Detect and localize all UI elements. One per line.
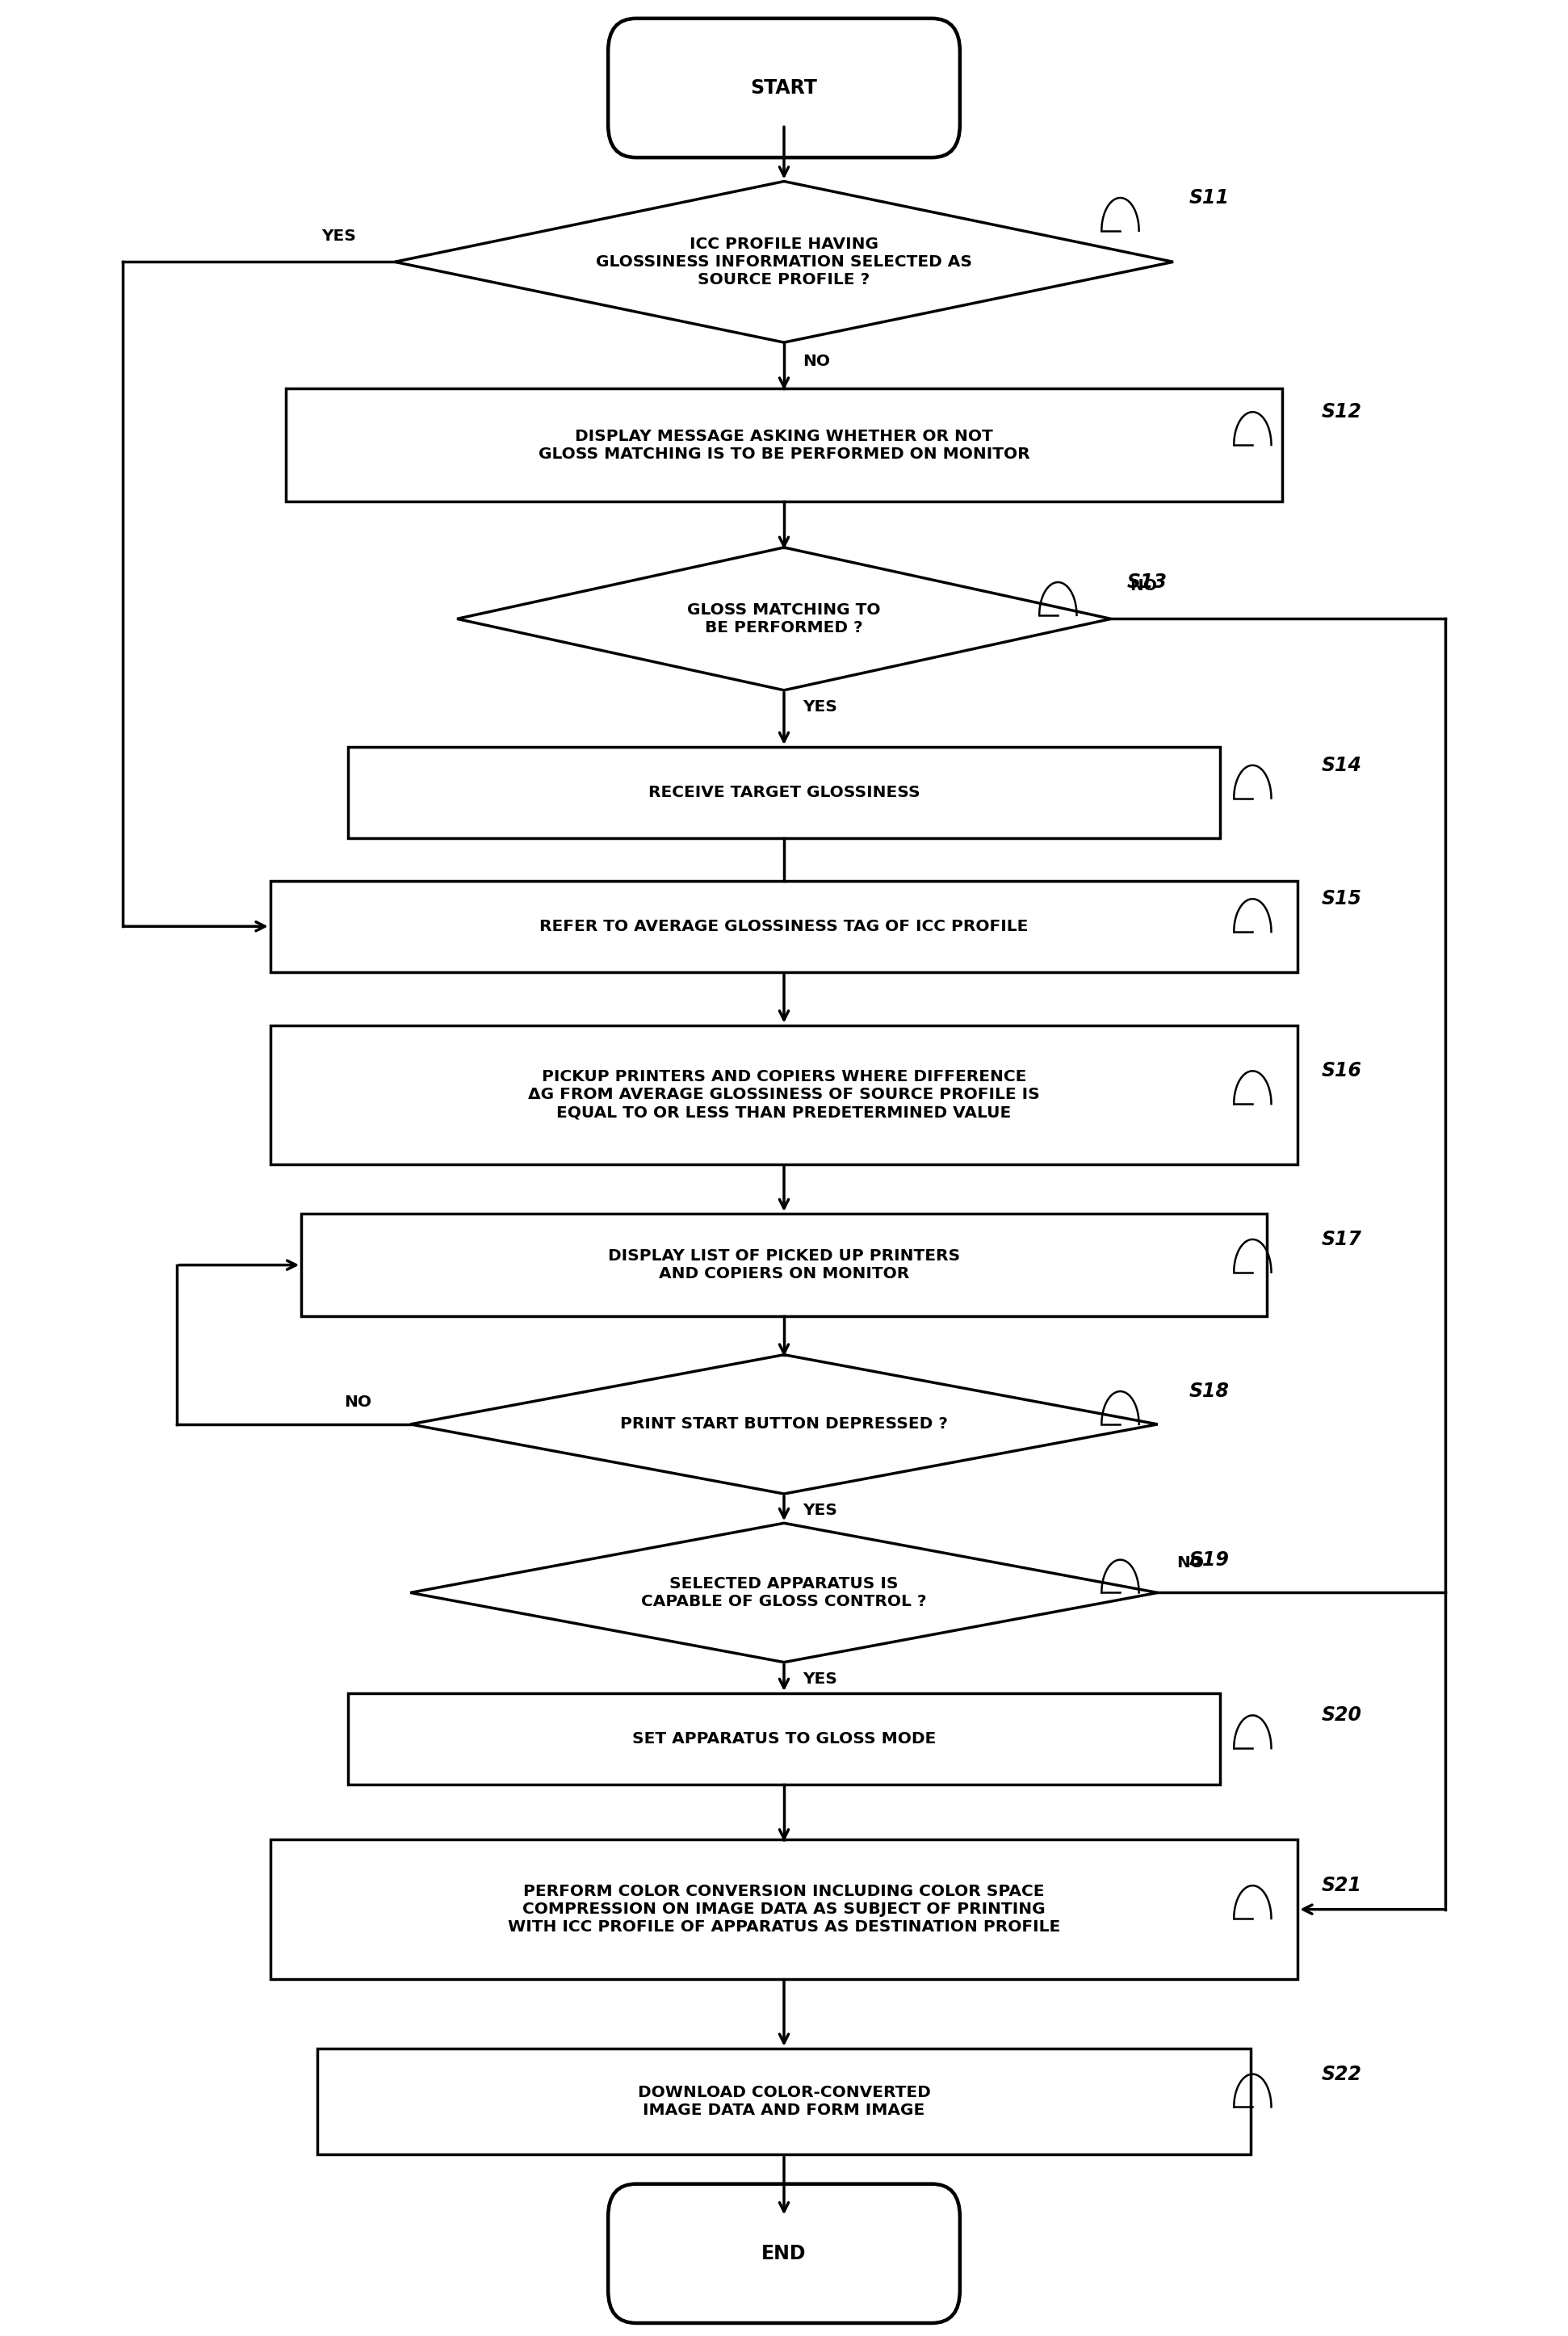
- Polygon shape: [411, 1523, 1157, 1663]
- Text: NO: NO: [1176, 1556, 1204, 1570]
- Text: S11: S11: [1189, 189, 1229, 208]
- Text: START: START: [751, 79, 817, 98]
- Text: YES: YES: [803, 1670, 837, 1687]
- Text: NO: NO: [1129, 577, 1157, 593]
- Text: S21: S21: [1322, 1876, 1361, 1894]
- Text: S22: S22: [1322, 2065, 1361, 2084]
- Text: PRINT START BUTTON DEPRESSED ?: PRINT START BUTTON DEPRESSED ?: [621, 1416, 947, 1432]
- Text: ICC PROFILE HAVING
GLOSSINESS INFORMATION SELECTED AS
SOURCE PROFILE ?: ICC PROFILE HAVING GLOSSINESS INFORMATIO…: [596, 236, 972, 287]
- Bar: [285, 388, 1283, 502]
- Text: S12: S12: [1322, 402, 1361, 423]
- Text: NO: NO: [803, 353, 829, 369]
- Text: S14: S14: [1322, 755, 1361, 776]
- Text: YES: YES: [803, 1502, 837, 1518]
- Text: YES: YES: [803, 698, 837, 715]
- Text: S20: S20: [1322, 1705, 1361, 1724]
- Text: S13: S13: [1126, 572, 1167, 591]
- Text: GLOSS MATCHING TO
BE PERFORMED ?: GLOSS MATCHING TO BE PERFORMED ?: [687, 603, 881, 635]
- Text: S15: S15: [1322, 890, 1361, 909]
- FancyBboxPatch shape: [608, 2184, 960, 2322]
- Text: DISPLAY MESSAGE ASKING WHETHER OR NOT
GLOSS MATCHING IS TO BE PERFORMED ON MONIT: DISPLAY MESSAGE ASKING WHETHER OR NOT GL…: [538, 427, 1030, 463]
- Text: PICKUP PRINTERS AND COPIERS WHERE DIFFERENCE
ΔG FROM AVERAGE GLOSSINESS OF SOURC: PICKUP PRINTERS AND COPIERS WHERE DIFFER…: [528, 1070, 1040, 1121]
- Text: NO: NO: [343, 1395, 372, 1411]
- Text: REFER TO AVERAGE GLOSSINESS TAG OF ICC PROFILE: REFER TO AVERAGE GLOSSINESS TAG OF ICC P…: [539, 918, 1029, 934]
- Bar: [270, 1026, 1298, 1163]
- Text: S19: S19: [1189, 1551, 1229, 1570]
- Text: S16: S16: [1322, 1061, 1361, 1082]
- Text: PERFORM COLOR CONVERSION INCLUDING COLOR SPACE
COMPRESSION ON IMAGE DATA AS SUBJ: PERFORM COLOR CONVERSION INCLUDING COLOR…: [508, 1883, 1060, 1934]
- Polygon shape: [395, 182, 1173, 343]
- Polygon shape: [458, 547, 1110, 689]
- Bar: [270, 881, 1298, 972]
- Text: S18: S18: [1189, 1381, 1229, 1402]
- Bar: [348, 748, 1220, 839]
- Text: SELECTED APPARATUS IS
CAPABLE OF GLOSS CONTROL ?: SELECTED APPARATUS IS CAPABLE OF GLOSS C…: [641, 1577, 927, 1610]
- Text: DOWNLOAD COLOR-CONVERTED
IMAGE DATA AND FORM IMAGE: DOWNLOAD COLOR-CONVERTED IMAGE DATA AND …: [638, 2086, 930, 2119]
- Polygon shape: [411, 1355, 1157, 1493]
- Text: END: END: [762, 2245, 806, 2264]
- Text: S17: S17: [1322, 1229, 1361, 1250]
- Bar: [301, 1215, 1267, 1315]
- Text: DISPLAY LIST OF PICKED UP PRINTERS
AND COPIERS ON MONITOR: DISPLAY LIST OF PICKED UP PRINTERS AND C…: [608, 1247, 960, 1282]
- Text: RECEIVE TARGET GLOSSINESS: RECEIVE TARGET GLOSSINESS: [648, 785, 920, 801]
- Text: YES: YES: [321, 229, 356, 243]
- Text: SET APPARATUS TO GLOSS MODE: SET APPARATUS TO GLOSS MODE: [632, 1731, 936, 1747]
- Bar: [270, 1841, 1298, 1979]
- Bar: [348, 1694, 1220, 1785]
- Bar: [317, 2049, 1251, 2154]
- FancyBboxPatch shape: [608, 19, 960, 157]
